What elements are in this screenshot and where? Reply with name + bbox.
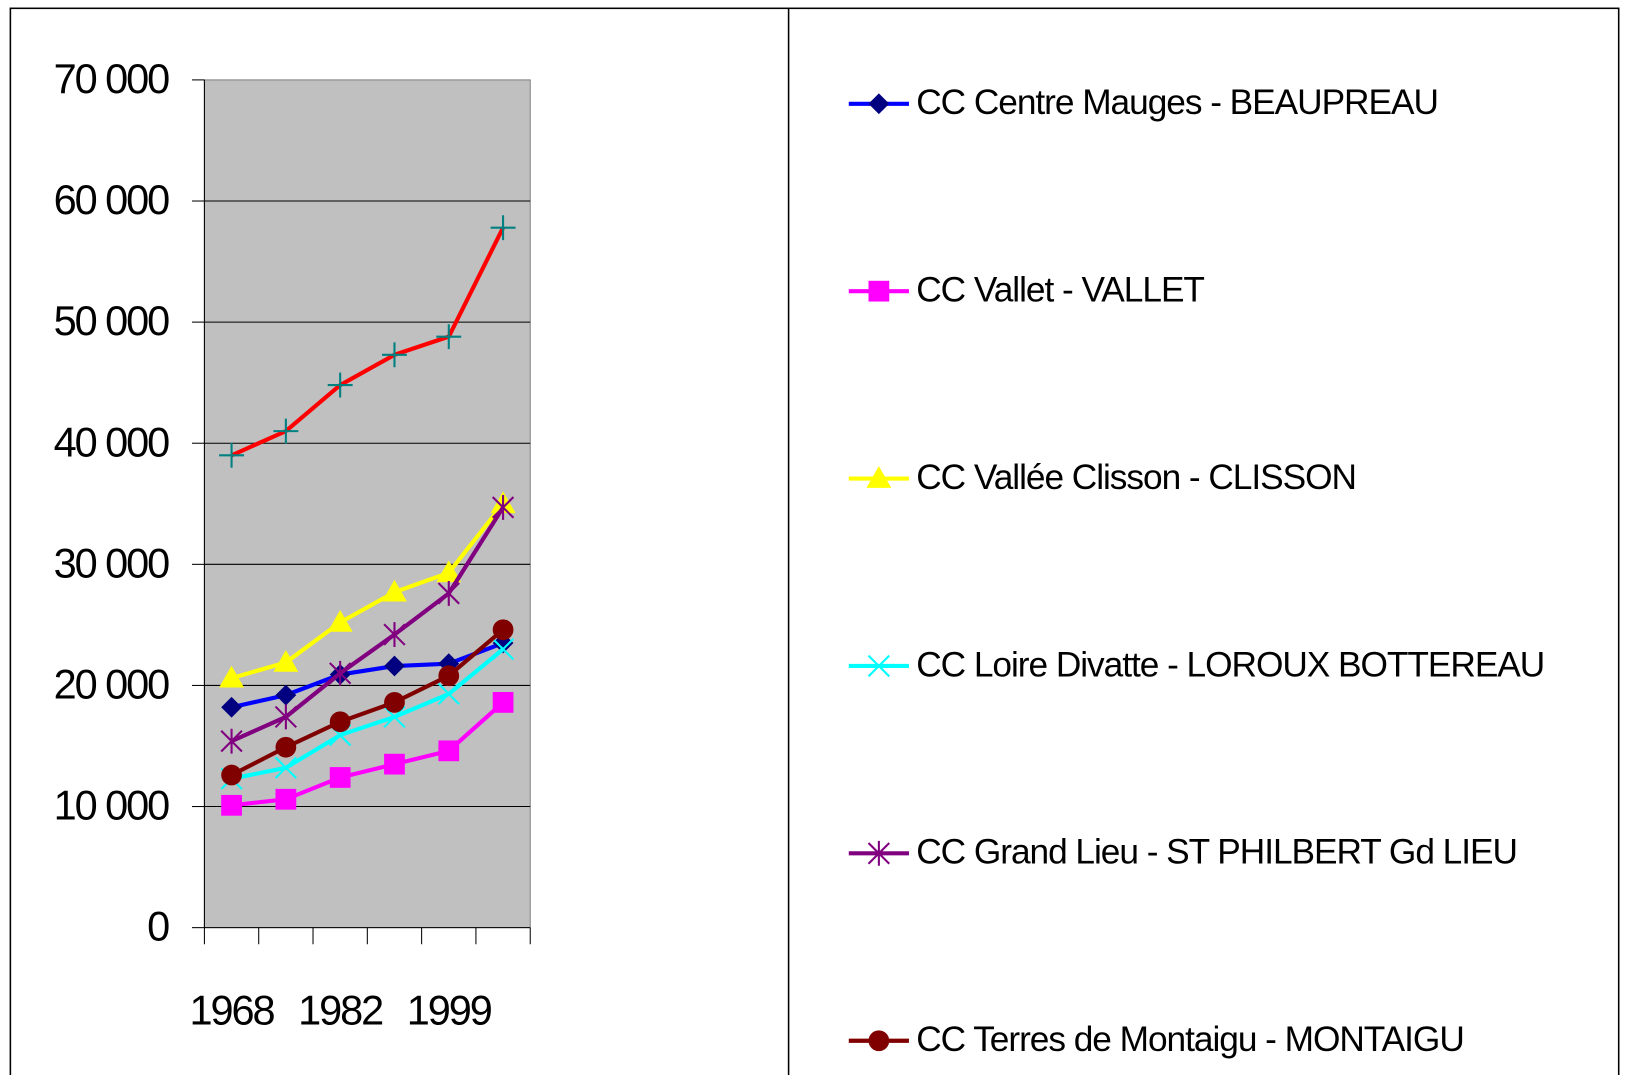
legend-label: CC Loire Divatte - LOROUX BOTTEREAU <box>916 645 1544 684</box>
series-line <box>231 647 505 781</box>
marker <box>382 579 407 602</box>
legend-label: CC Vallée Clisson - CLISSON <box>916 458 1356 497</box>
marker <box>438 740 460 762</box>
marker <box>274 756 297 779</box>
marker <box>220 728 243 754</box>
x-tick-label: 1999 <box>407 987 492 1034</box>
marker <box>329 660 352 686</box>
legend-label: CC Centre Mauges - BEAUPREAU <box>916 83 1438 122</box>
marker <box>868 280 890 302</box>
marker <box>273 649 299 672</box>
legend-label: CC Grand Lieu - ST PHILBERT Gd LIEU <box>916 833 1517 872</box>
y-tick-label: 30 000 <box>54 539 169 586</box>
marker <box>868 1030 890 1052</box>
marker <box>327 610 353 632</box>
y-tick-label: 40 000 <box>54 418 169 465</box>
plot-area <box>203 79 531 929</box>
legend-label: CC Terres de Montaigu - MONTAIGU <box>916 1020 1464 1059</box>
marker <box>491 494 515 520</box>
series-line <box>231 641 504 710</box>
y-tick-label: 20 000 <box>54 660 169 707</box>
marker <box>384 655 405 677</box>
y-tick-label: 50 000 <box>54 297 169 344</box>
x-tick-label: 1968 <box>190 987 275 1034</box>
series-line <box>230 226 505 458</box>
marker <box>436 324 462 350</box>
y-tick-label: 0 <box>147 903 169 950</box>
marker <box>436 560 462 583</box>
marker <box>867 840 890 866</box>
marker <box>221 696 242 718</box>
marker <box>274 704 297 730</box>
marker <box>384 692 405 713</box>
y-tick-label: 60 000 <box>54 176 169 223</box>
y-tick-label: 70 000 <box>54 55 169 102</box>
legend-label: CC Vallet - VALLET <box>916 271 1204 310</box>
marker <box>273 418 299 444</box>
series-line <box>230 502 505 681</box>
x-tick-label: 1982 <box>298 987 382 1034</box>
marker <box>327 372 353 398</box>
marker <box>221 764 242 786</box>
marker <box>219 442 245 468</box>
marker <box>329 711 351 733</box>
marker <box>275 788 297 810</box>
marker <box>383 622 406 648</box>
marker <box>329 767 351 788</box>
marker <box>490 215 516 241</box>
marker <box>492 619 514 641</box>
marker <box>219 665 245 688</box>
marker <box>491 637 515 661</box>
marker <box>866 466 892 488</box>
marker <box>437 682 460 706</box>
marker <box>382 342 407 368</box>
marker <box>275 736 297 758</box>
marker <box>492 692 514 713</box>
marker <box>437 580 460 606</box>
marker <box>221 794 242 816</box>
marker <box>867 654 890 678</box>
y-tick-label: 10 000 <box>54 782 169 829</box>
marker <box>438 665 460 687</box>
series-line <box>230 506 505 744</box>
marker <box>275 684 297 706</box>
marker <box>384 753 405 775</box>
